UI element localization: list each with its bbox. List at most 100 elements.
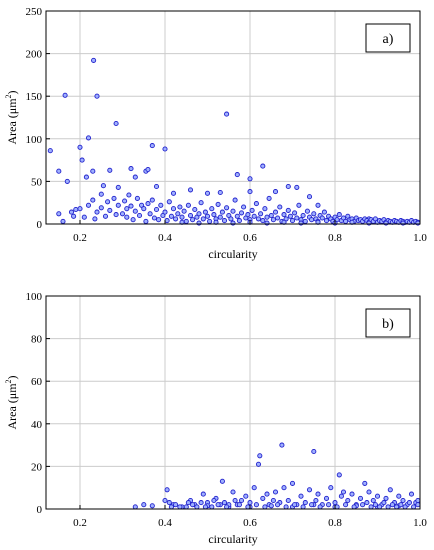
data-point <box>260 495 266 501</box>
data-point <box>147 211 153 217</box>
data-point <box>90 197 96 203</box>
data-point <box>71 213 77 219</box>
data-point <box>281 485 287 491</box>
data-point <box>100 183 106 189</box>
data-point <box>111 195 117 201</box>
data-point <box>62 92 68 98</box>
y-tick-label: 40 <box>31 419 43 431</box>
data-point <box>194 504 200 510</box>
data-point <box>77 144 83 150</box>
data-point <box>260 163 266 169</box>
data-point <box>91 57 97 63</box>
data-point <box>406 500 412 506</box>
data-point <box>415 497 421 504</box>
data-point <box>368 504 374 510</box>
data-point <box>370 497 376 504</box>
data-point <box>253 201 259 207</box>
y-tick-label: 50 <box>31 176 43 188</box>
y-axis-label: Area (μm2) <box>4 90 19 144</box>
data-point <box>400 497 406 504</box>
x-tick-label: 0.4 <box>158 517 172 529</box>
x-axis-label: circularity <box>208 247 257 261</box>
data-point <box>309 502 315 508</box>
data-point <box>224 111 230 117</box>
data-point <box>156 217 162 223</box>
data-point <box>245 504 251 510</box>
data-point <box>115 202 121 208</box>
panel-label-box <box>365 308 411 338</box>
data-point <box>260 218 266 224</box>
data-point <box>113 212 119 218</box>
data-point <box>383 220 389 226</box>
data-point <box>275 215 281 221</box>
data-point <box>317 504 323 510</box>
y-tick-label: 100 <box>26 291 43 303</box>
data-point <box>153 183 160 190</box>
data-point <box>272 489 279 495</box>
x-tick-label: 0.6 <box>243 517 257 529</box>
y-axis-label-sup: 2 <box>4 379 13 383</box>
data-point <box>387 487 393 493</box>
data-point <box>255 461 262 467</box>
data-point <box>230 208 236 214</box>
y-axis-label-unit: μm <box>5 98 19 114</box>
data-point <box>149 503 155 509</box>
data-point <box>292 210 298 216</box>
data-point <box>192 206 198 213</box>
data-points <box>132 442 421 510</box>
data-point <box>351 504 357 510</box>
data-point <box>323 218 330 224</box>
data-point <box>321 209 327 215</box>
data-point <box>168 213 174 219</box>
grid <box>46 295 421 510</box>
plot-frame <box>45 10 421 225</box>
data-point <box>136 212 143 219</box>
y-tick-label: 250 <box>26 6 43 18</box>
data-point <box>132 174 138 180</box>
data-point <box>243 493 249 499</box>
y-axis-label-text: Area ( <box>5 114 19 144</box>
data-point <box>304 208 310 214</box>
data-point <box>190 217 196 223</box>
data-point <box>311 211 317 217</box>
data-point <box>224 504 230 510</box>
data-point <box>326 502 332 508</box>
data-point <box>128 166 134 172</box>
data-point <box>132 504 138 510</box>
data-point <box>162 209 168 215</box>
data-point <box>323 495 330 501</box>
y-axis-label-sup: 2 <box>4 94 13 98</box>
data-point <box>115 184 121 190</box>
data-point <box>287 213 293 219</box>
data-point <box>268 212 274 219</box>
y-axis-label-unit: μm <box>5 383 19 399</box>
data-point <box>249 207 255 213</box>
data-point <box>281 212 287 218</box>
data-point <box>343 218 349 224</box>
data-point <box>105 199 111 205</box>
data-point <box>315 202 321 208</box>
data-point <box>119 211 126 217</box>
data-point <box>283 504 289 510</box>
data-point <box>107 167 113 173</box>
x-tick-label: 1.0 <box>413 232 427 244</box>
data-point <box>102 213 109 219</box>
data-point <box>132 208 138 214</box>
data-point <box>381 500 387 506</box>
data-point <box>313 497 319 504</box>
data-point <box>241 204 247 210</box>
data-point <box>400 220 406 226</box>
data-point <box>122 198 128 204</box>
y-axis-label-text: Area ( <box>5 399 19 429</box>
data-point <box>364 500 370 506</box>
y-axis-label-close: ) <box>5 90 19 94</box>
data-point <box>296 202 302 208</box>
data-point <box>264 491 270 497</box>
data-point <box>289 480 296 486</box>
y-tick-label: 80 <box>31 334 43 346</box>
x-tick-label: 0.8 <box>328 232 342 244</box>
y-tick-label: 0 <box>37 219 43 231</box>
data-point <box>319 215 325 221</box>
data-point <box>268 503 274 509</box>
